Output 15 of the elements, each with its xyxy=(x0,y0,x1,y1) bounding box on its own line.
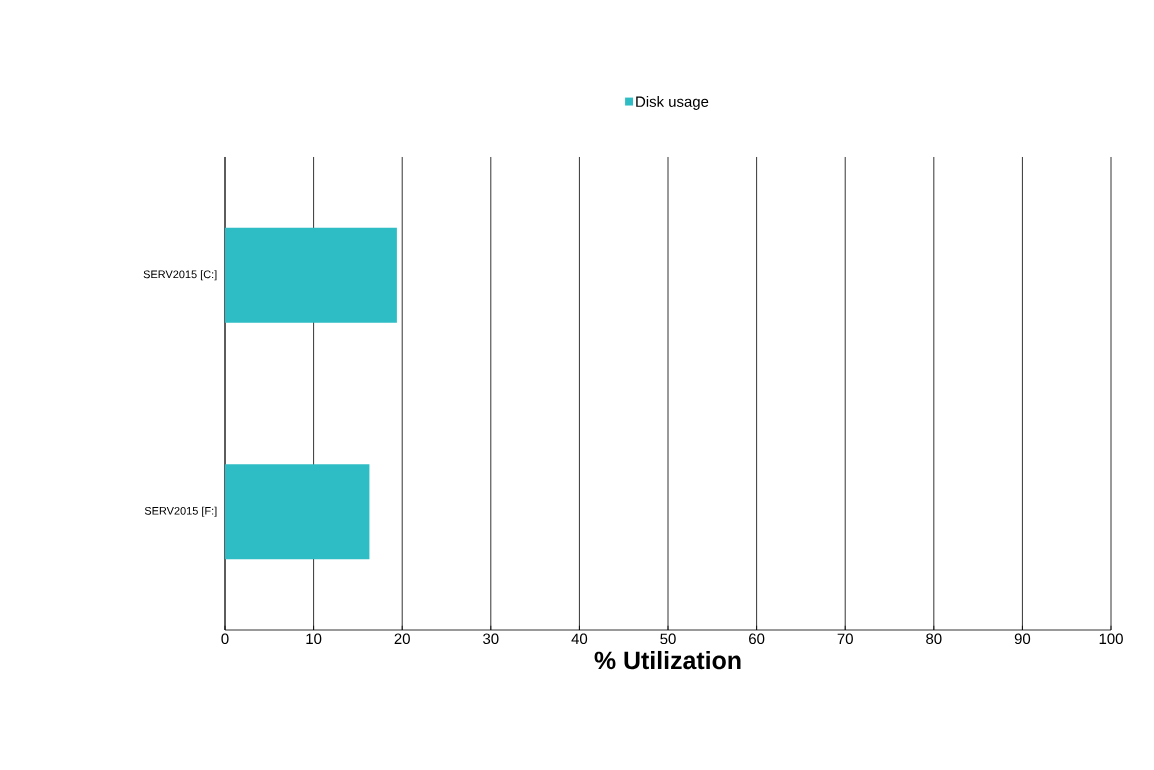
x-tick-label: 40 xyxy=(571,633,588,645)
x-tick-label: 100 xyxy=(1099,633,1123,645)
x-tick-label: 30 xyxy=(483,633,499,645)
legend-label: Disk usage xyxy=(636,95,709,110)
x-tick-label: 90 xyxy=(1014,633,1031,645)
x-tick-label: 20 xyxy=(394,633,410,645)
x-tick-label: 10 xyxy=(306,633,322,645)
x-axis-title: % Utilization xyxy=(594,650,741,670)
x-tick-label: 70 xyxy=(837,633,853,645)
x-tick-label: 50 xyxy=(660,633,676,645)
y-tick-label: SERV2015 [C:] xyxy=(143,270,217,281)
y-tick-label: SERV2015 [F:] xyxy=(144,506,217,517)
x-tick-label: 0 xyxy=(221,633,229,645)
x-tick-label: 60 xyxy=(749,633,765,645)
x-tick-label: 80 xyxy=(926,633,942,645)
